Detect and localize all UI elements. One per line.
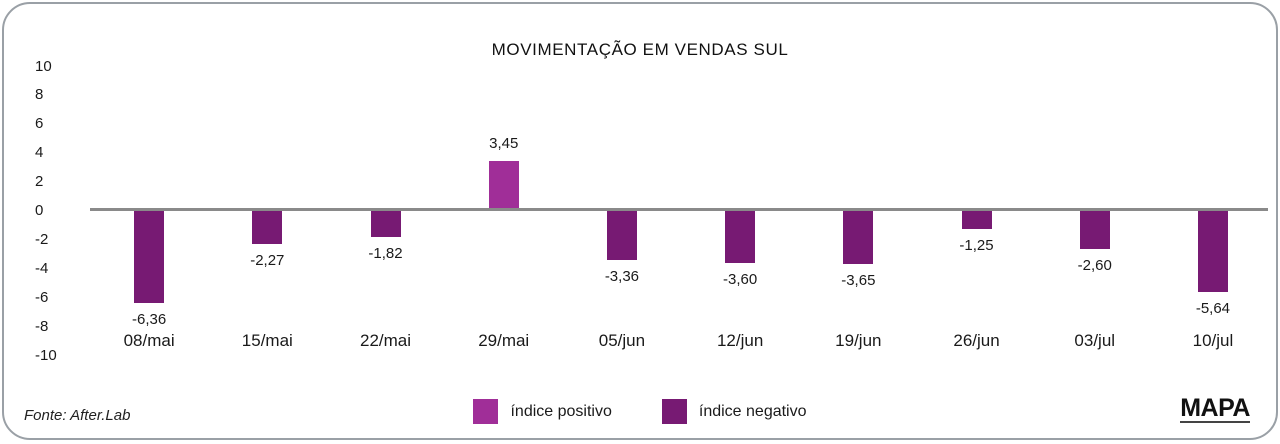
bar-column: -1,25 26/jun	[917, 4, 1035, 438]
bar-value-label: -1,82	[368, 245, 403, 263]
y-tick-label: -10	[35, 346, 57, 364]
x-axis-label: 12/jun	[716, 331, 764, 350]
x-axis-label: 26/jun	[953, 331, 1000, 350]
bar-value-label: -6,36	[132, 310, 167, 328]
positive-bar	[488, 161, 519, 211]
y-tick-label: 4	[35, 144, 44, 162]
bar-value-label: -3,65	[841, 271, 876, 289]
x-axis-label: 03/jul	[1074, 331, 1116, 350]
brand-name: MAPA	[1180, 394, 1250, 422]
chart-title: MOVIMENTAÇÃO EM VENDAS SUL	[491, 40, 789, 59]
x-axis-label: 19/jun	[835, 331, 882, 350]
bar-column: -3,36 05/jun	[563, 4, 681, 438]
bar-column: -2,60 03/jul	[1036, 4, 1154, 438]
x-axis-label: 15/mai	[241, 331, 293, 350]
bar-value-label: -3,36	[604, 267, 640, 285]
bar-column: -2,27 15/mai	[208, 4, 326, 438]
plot-area: -6,36 08/mai -2,27 15/mai -1,82 22/mai 3,45 29/…	[90, 4, 1272, 438]
bar-value-label: -5,64	[1195, 300, 1231, 318]
bar-value-label: -1,25	[959, 237, 994, 255]
negative-swatch	[661, 399, 687, 424]
y-tick-label: -6	[35, 288, 49, 306]
negative-bar	[606, 211, 637, 260]
legend: índice positivo índice negativo	[4, 399, 1276, 424]
bar-value-label: -2,60	[1077, 256, 1112, 274]
bar-column: -5,64 10/jul	[1154, 4, 1272, 438]
bar-value-label: -2,27	[250, 251, 285, 269]
negative-bar	[961, 211, 992, 230]
y-tick-label: 6	[35, 115, 44, 133]
y-tick-label: 0	[35, 202, 44, 219]
negative-bar	[134, 211, 165, 303]
brand-logo: MAPA	[1180, 396, 1250, 423]
x-axis-label: 05/jun	[598, 331, 646, 350]
positive-swatch	[473, 399, 499, 424]
negative-bar	[843, 211, 874, 264]
negative-bar	[1197, 211, 1228, 293]
x-axis-label: 29/mai	[478, 331, 530, 350]
y-tick-label: -8	[35, 317, 49, 335]
y-tick-label: 2	[35, 173, 44, 191]
bar-column: -3,60 12/jun	[681, 4, 799, 438]
negative-bar	[1079, 211, 1110, 249]
negative-bar	[725, 211, 756, 264]
bar-column: -3,65 19/jun	[799, 4, 917, 438]
source-note: Fonte: After.Lab	[24, 407, 131, 424]
bar-column: 3,45 29/mai	[445, 4, 563, 438]
bar-value-label: -3,60	[723, 271, 758, 289]
legend-item-negative: índice negativo	[661, 399, 807, 424]
y-tick-label: 10	[35, 57, 52, 75]
bar-value-label: 3,45	[489, 135, 519, 153]
x-axis-label: 08/mai	[123, 331, 175, 350]
negative-bar	[252, 211, 283, 244]
x-axis-label: 10/jul	[1192, 331, 1234, 350]
bar-column: -1,82 22/mai	[326, 4, 444, 438]
y-tick-label: -2	[35, 230, 49, 248]
legend-label-negative: índice negativo	[698, 402, 807, 420]
y-axis: 10 8 6 4 2 0 -2 -4 -6 -8 -10	[4, 4, 90, 438]
legend-label-positive: índice positivo	[510, 402, 612, 420]
y-tick-label: 8	[35, 86, 44, 104]
y-tick-label: -4	[35, 259, 49, 277]
brand-tagline-microtext	[1180, 421, 1250, 423]
zero-axis-line	[90, 208, 1268, 211]
negative-bar	[370, 211, 401, 238]
bar-column: -6,36 08/mai	[90, 4, 208, 438]
legend-item-positive: índice positivo	[473, 399, 612, 424]
x-axis-label: 22/mai	[359, 331, 412, 350]
